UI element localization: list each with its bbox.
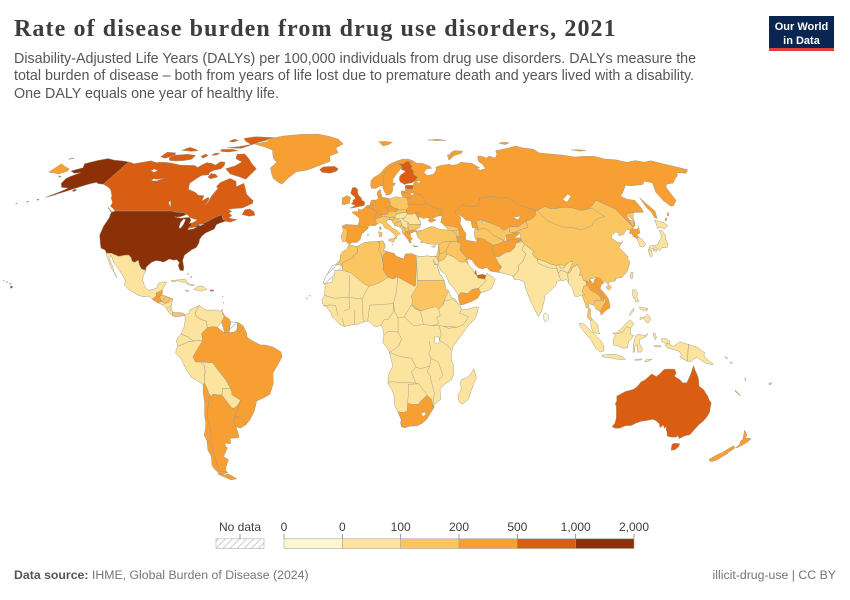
svg-text:100: 100 bbox=[391, 520, 411, 534]
svg-text:200: 200 bbox=[449, 520, 469, 534]
svg-text:0: 0 bbox=[339, 520, 346, 534]
svg-text:500: 500 bbox=[507, 520, 527, 534]
svg-text:0: 0 bbox=[281, 520, 288, 534]
svg-text:1,000: 1,000 bbox=[561, 520, 591, 534]
svg-text:2,000: 2,000 bbox=[619, 520, 649, 534]
svg-text:No data: No data bbox=[219, 520, 261, 534]
